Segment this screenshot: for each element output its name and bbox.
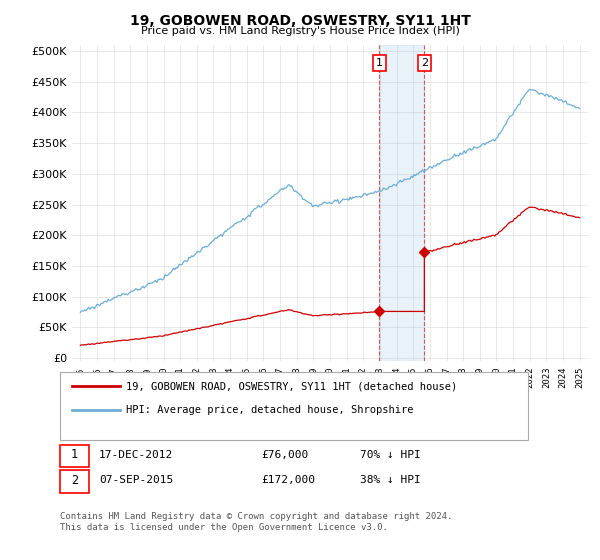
Text: 2: 2 [421,58,428,68]
Text: Contains HM Land Registry data © Crown copyright and database right 2024.
This d: Contains HM Land Registry data © Crown c… [60,512,452,532]
Text: 1: 1 [71,448,78,461]
Text: 19, GOBOWEN ROAD, OSWESTRY, SY11 1HT: 19, GOBOWEN ROAD, OSWESTRY, SY11 1HT [130,14,470,28]
Text: 19, GOBOWEN ROAD, OSWESTRY, SY11 1HT (detached house): 19, GOBOWEN ROAD, OSWESTRY, SY11 1HT (de… [126,381,457,391]
Text: 07-SEP-2015: 07-SEP-2015 [99,475,173,486]
Text: 2: 2 [71,474,78,487]
Text: £172,000: £172,000 [261,475,315,486]
Text: 38% ↓ HPI: 38% ↓ HPI [360,475,421,486]
Text: 70% ↓ HPI: 70% ↓ HPI [360,450,421,460]
Text: Price paid vs. HM Land Registry's House Price Index (HPI): Price paid vs. HM Land Registry's House … [140,26,460,36]
Text: HPI: Average price, detached house, Shropshire: HPI: Average price, detached house, Shro… [126,405,413,415]
Bar [379,45,424,361]
Text: 17-DEC-2012: 17-DEC-2012 [99,450,173,460]
Text: 1: 1 [376,58,383,68]
Text: £76,000: £76,000 [261,450,308,460]
